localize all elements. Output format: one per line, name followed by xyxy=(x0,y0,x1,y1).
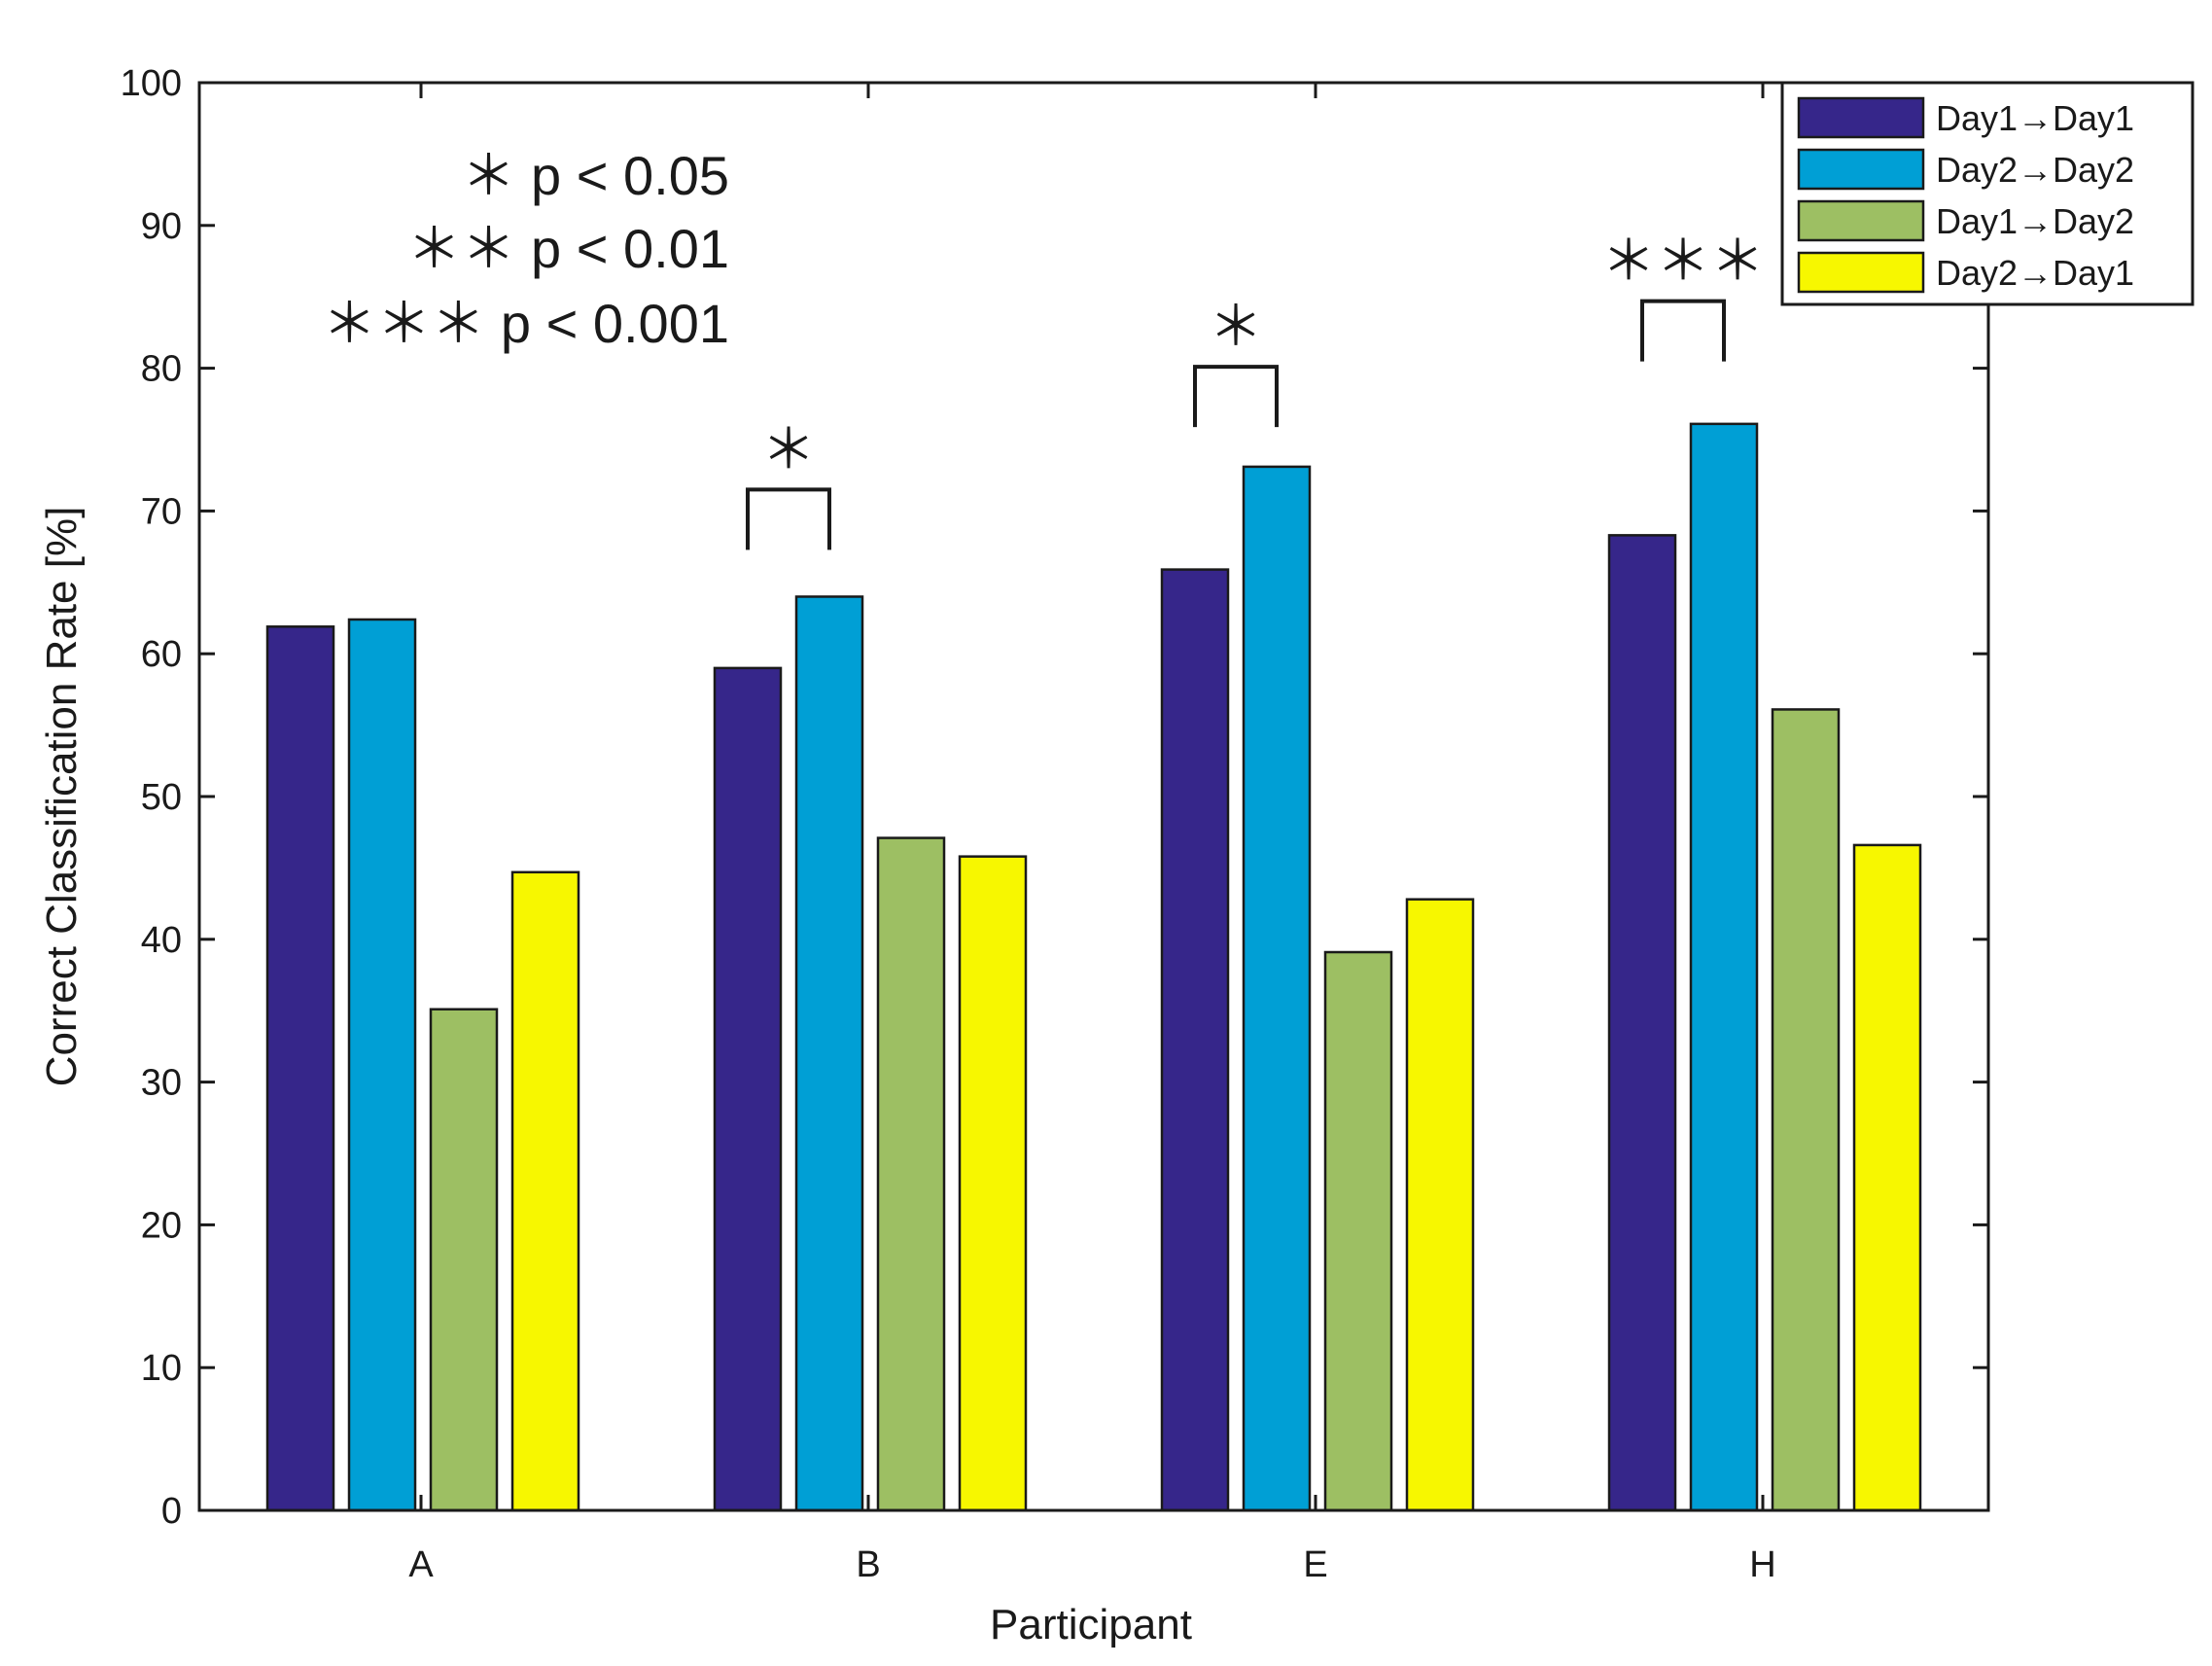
significance-legend-stars: ＊＊＊ xyxy=(322,293,501,354)
significance-brackets: ＊＊＊＊＊ xyxy=(746,230,1765,550)
significance-legend: ＊ p < 0.05＊＊ p < 0.01＊＊＊ p < 0.001 xyxy=(322,145,729,354)
legend-label-series-3: Day2→Day1 xyxy=(1936,253,2134,293)
y-tick-label: 40 xyxy=(141,920,182,961)
bar-A-series-2 xyxy=(429,1008,499,1512)
bar-H-series-0 xyxy=(1607,534,1677,1512)
legend-swatch-series-1 xyxy=(1797,148,1925,191)
legend-label-series-2: Day1→Day2 xyxy=(1936,201,2134,241)
significance-stars: ＊＊＊ xyxy=(1601,230,1765,292)
legend-swatch-series-3 xyxy=(1797,251,1925,294)
significance-stars: ＊ xyxy=(1209,296,1263,357)
y-tick-label: 90 xyxy=(141,206,182,247)
bar-E-series-2 xyxy=(1323,950,1393,1512)
bar-H-series-1 xyxy=(1689,422,1759,1512)
y-tick-label: 20 xyxy=(141,1205,182,1246)
bars xyxy=(265,422,1922,1512)
significance-legend-text: p < 0.05 xyxy=(531,145,729,206)
y-tick-label: 70 xyxy=(141,491,182,532)
bar-H-series-2 xyxy=(1771,708,1841,1512)
legend-swatch-series-2 xyxy=(1797,199,1925,242)
y-tick-label: 30 xyxy=(141,1063,182,1104)
significance-legend-row: ＊＊＊ p < 0.001 xyxy=(322,293,729,354)
legend: Day1→Day1 Day2→Day2 Day1→Day2 Day2→Day1 xyxy=(1780,81,2194,306)
y-tick-label: 100 xyxy=(121,63,182,104)
bar-B-series-2 xyxy=(876,836,946,1512)
y-tick-label: 50 xyxy=(141,777,182,818)
significance-legend-stars: ＊ xyxy=(461,145,531,206)
x-tick-label: B xyxy=(856,1544,880,1585)
bar-B-series-3 xyxy=(958,855,1028,1512)
bar-E-series-3 xyxy=(1405,898,1475,1512)
significance-stars: ＊ xyxy=(761,418,816,479)
bar-B-series-1 xyxy=(794,595,864,1512)
bar-B-series-0 xyxy=(713,666,783,1512)
bar-A-series-0 xyxy=(265,625,335,1512)
legend-label-series-1: Day2→Day2 xyxy=(1936,150,2134,190)
legend-label-series-0: Day1→Day1 xyxy=(1936,98,2134,138)
significance-bracket xyxy=(1640,299,1726,362)
significance-legend-text: p < 0.01 xyxy=(531,218,729,279)
significance-bracket xyxy=(1193,365,1279,428)
y-tick-label: 60 xyxy=(141,634,182,675)
bar-A-series-3 xyxy=(510,870,580,1512)
significance-legend-text: p < 0.001 xyxy=(501,293,729,354)
y-tick-label: 10 xyxy=(141,1348,182,1389)
x-tick-label: A xyxy=(408,1544,434,1585)
plot-area-frame xyxy=(197,81,1990,1512)
significance-legend-stars: ＊＊ xyxy=(406,218,531,279)
y-tick-label: 0 xyxy=(161,1491,182,1532)
x-axis-label: Participant xyxy=(990,1601,1192,1648)
axis-ticks xyxy=(199,81,1988,1512)
significance-legend-row: ＊＊ p < 0.01 xyxy=(406,218,729,279)
x-tick-label: E xyxy=(1303,1544,1327,1585)
bar-E-series-0 xyxy=(1160,568,1230,1512)
bar-H-series-3 xyxy=(1852,843,1922,1512)
y-axis-label: Correct Classification Rate [%] xyxy=(38,507,86,1087)
y-tick-labels: 0 10 20 30 40 50 60 70 80 90 100 xyxy=(121,63,182,1532)
x-tick-label: H xyxy=(1749,1544,1775,1585)
bar-A-series-1 xyxy=(347,618,417,1512)
bar-E-series-1 xyxy=(1242,465,1312,1512)
significance-bracket xyxy=(746,487,831,550)
significance-legend-row: ＊ p < 0.05 xyxy=(461,145,729,206)
y-tick-label: 80 xyxy=(141,349,182,390)
legend-swatch-series-0 xyxy=(1797,96,1925,139)
